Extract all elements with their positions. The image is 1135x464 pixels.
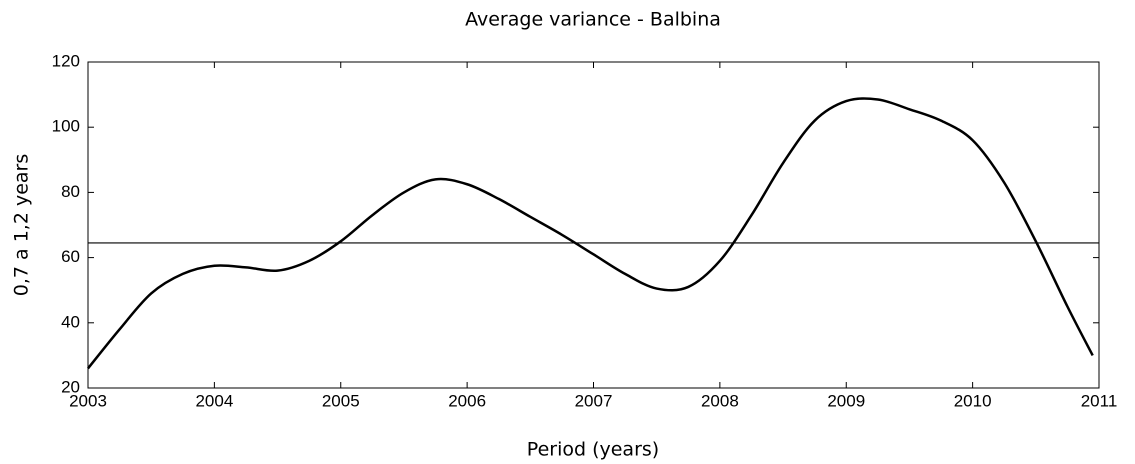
- y-tick-label: 80: [61, 182, 80, 201]
- x-tick-label: 2011: [1081, 391, 1118, 410]
- x-tick-label: 2004: [195, 391, 233, 410]
- y-axis-label: 0,7 a 1,2 years: [11, 154, 33, 296]
- x-tick-label: 2003: [69, 391, 107, 410]
- plot-frame: [87, 61, 1100, 389]
- y-tick-label: 20: [61, 377, 80, 396]
- y-tick-label: 120: [52, 51, 80, 70]
- x-tick-label: 2009: [827, 391, 865, 410]
- x-tick-label: 2010: [954, 391, 992, 410]
- x-tick-label: 2005: [322, 391, 360, 410]
- x-axis-label: Period (years): [527, 439, 659, 461]
- y-tick-label: 100: [52, 117, 80, 136]
- y-tick-label: 60: [61, 247, 80, 266]
- x-tick-label: 2007: [575, 391, 613, 410]
- x-tick-label: 2006: [448, 391, 486, 410]
- chart-title: Average variance - Balbina: [465, 9, 721, 31]
- data-line: [87, 97, 1094, 370]
- y-tick-label: 40: [61, 312, 80, 331]
- x-tick-label: 2008: [701, 391, 739, 410]
